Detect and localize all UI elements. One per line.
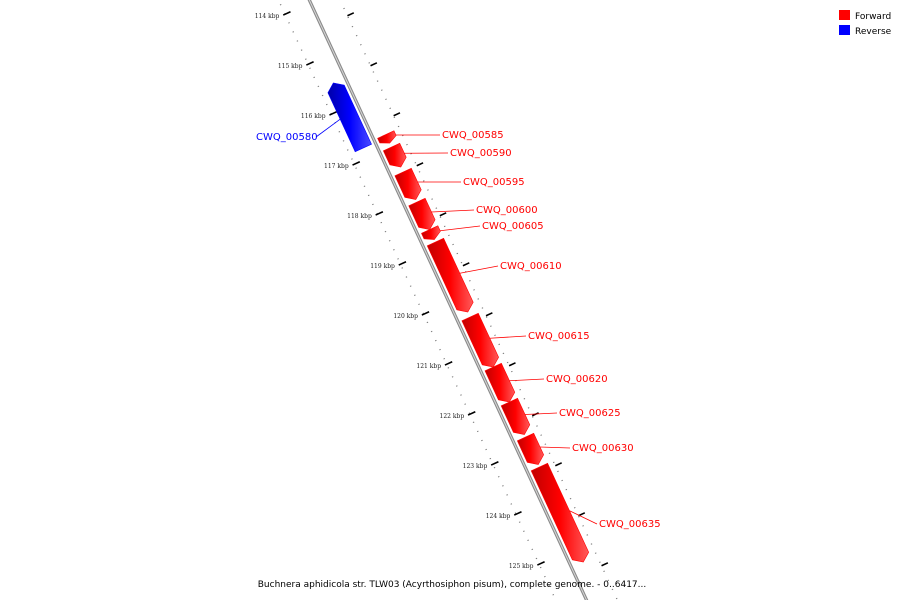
- gene-label[interactable]: CWQ_00625: [559, 408, 621, 419]
- gene-feature[interactable]: [500, 397, 531, 435]
- scale-tick-minor: [601, 562, 609, 567]
- gene-feature[interactable]: [516, 432, 544, 465]
- scale-tick-minor: [462, 262, 470, 267]
- legend-reverse-swatch: [839, 25, 850, 35]
- scale-tick-minor: [416, 162, 424, 167]
- scale-tick-minor: [439, 212, 447, 217]
- gene-leader-line: [525, 412, 558, 415]
- scale-tick-minor: [393, 112, 401, 117]
- gene-leader-line: [440, 225, 481, 232]
- gene-leader-line: [431, 209, 475, 213]
- gene-label[interactable]: CWQ_00600: [476, 205, 538, 216]
- scale-tick-label: 124 kbp: [486, 513, 511, 520]
- scale-tick: [352, 161, 361, 166]
- scale-tick-label: 122 kbp: [440, 413, 465, 420]
- scale-tick: [444, 361, 453, 366]
- scale-tick-label: 123 kbp: [463, 463, 488, 470]
- backbone-layer: [307, 0, 589, 600]
- legend-reverse-label: Reverse: [855, 27, 892, 37]
- scale-tick-label: 119 kbp: [370, 263, 395, 270]
- backbone-highlight: [308, 0, 588, 600]
- gene-leader-line: [489, 335, 527, 339]
- gene-leader-line: [459, 265, 499, 274]
- gene-leader-line: [569, 510, 598, 525]
- dotted-track-right: [339, 0, 619, 600]
- legend-forward-swatch: [839, 10, 850, 20]
- gene-label[interactable]: CWQ_00615: [528, 331, 590, 342]
- scale-tick: [421, 311, 430, 316]
- gene-feature[interactable]: [327, 82, 372, 153]
- gene-feature[interactable]: [421, 225, 441, 240]
- gene-label[interactable]: CWQ_00605: [482, 221, 544, 232]
- scale-tick-minor: [554, 462, 563, 467]
- scale-tick-label: 116 kbp: [301, 113, 326, 120]
- scale-tick: [490, 461, 499, 466]
- scale-tick: [375, 211, 384, 216]
- gene-feature[interactable]: [461, 312, 499, 368]
- gene-leader-line: [509, 378, 545, 382]
- figure-caption: Buchnera aphidicola str. TLW03 (Acyrthos…: [258, 580, 646, 590]
- scale-tick: [398, 261, 407, 266]
- gene-feature[interactable]: [408, 197, 436, 230]
- gene-feature[interactable]: [530, 462, 590, 563]
- gene-feature[interactable]: [377, 130, 397, 144]
- gene-leader-line: [315, 118, 341, 138]
- gene-label[interactable]: CWQ_00620: [546, 374, 608, 385]
- scale-tick-label: 121 kbp: [416, 363, 441, 370]
- gene-label[interactable]: CWQ_00610: [500, 261, 562, 272]
- gene-label[interactable]: CWQ_00635: [599, 519, 661, 530]
- genes-layer: [327, 82, 590, 563]
- scale-tick-minor: [508, 362, 516, 367]
- scale-tick-label: 114 kbp: [255, 13, 280, 20]
- gene-feature[interactable]: [484, 362, 516, 403]
- legend: Forward Reverse: [839, 10, 892, 37]
- gene-leader-line: [540, 446, 571, 449]
- scale-tick-minor: [485, 312, 493, 317]
- ticks-layer: 114 kbp 115 kbp 116 kbp 117 kbp 118 kbp 119 k…: [255, 11, 609, 570]
- scale-tick-label: 125 kbp: [509, 563, 534, 570]
- gene-label[interactable]: CWQ_00580: [256, 132, 318, 143]
- legend-forward-label: Forward: [855, 12, 891, 22]
- scale-tick: [305, 61, 314, 66]
- gene-label[interactable]: CWQ_00590: [450, 148, 512, 159]
- scale-tick: [536, 561, 545, 566]
- gene-label[interactable]: CWQ_00630: [572, 443, 634, 454]
- gene-feature[interactable]: [426, 237, 474, 313]
- gene-feature[interactable]: [382, 142, 407, 168]
- scale-tick-minor: [347, 12, 355, 17]
- scale-tick: [513, 511, 522, 516]
- scale-tick-label: 117 kbp: [324, 163, 349, 170]
- gene-label[interactable]: CWQ_00595: [463, 177, 525, 188]
- scale-tick-label: 118 kbp: [347, 213, 372, 220]
- scale-tick-minor: [370, 62, 378, 67]
- gene-labels-layer: CWQ_00580 CWQ_00585 CWQ_00590 CWQ_00595 CWQ_…: [256, 118, 661, 530]
- scale-tick: [282, 11, 291, 16]
- scale-tick: [467, 411, 476, 416]
- scale-tick-label: 120 kbp: [393, 313, 418, 320]
- scale-tick-label: 115 kbp: [278, 63, 303, 70]
- dotted-track-left: [279, 3, 557, 600]
- gene-feature[interactable]: [394, 167, 422, 200]
- gene-label[interactable]: CWQ_00585: [442, 130, 504, 141]
- scale-tick: [329, 111, 338, 116]
